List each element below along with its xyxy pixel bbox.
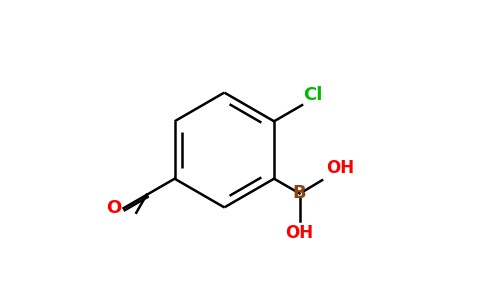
Text: B: B [293,184,306,202]
Text: OH: OH [286,224,314,242]
Text: Cl: Cl [303,86,322,104]
Text: O: O [106,199,121,217]
Text: OH: OH [327,159,355,177]
